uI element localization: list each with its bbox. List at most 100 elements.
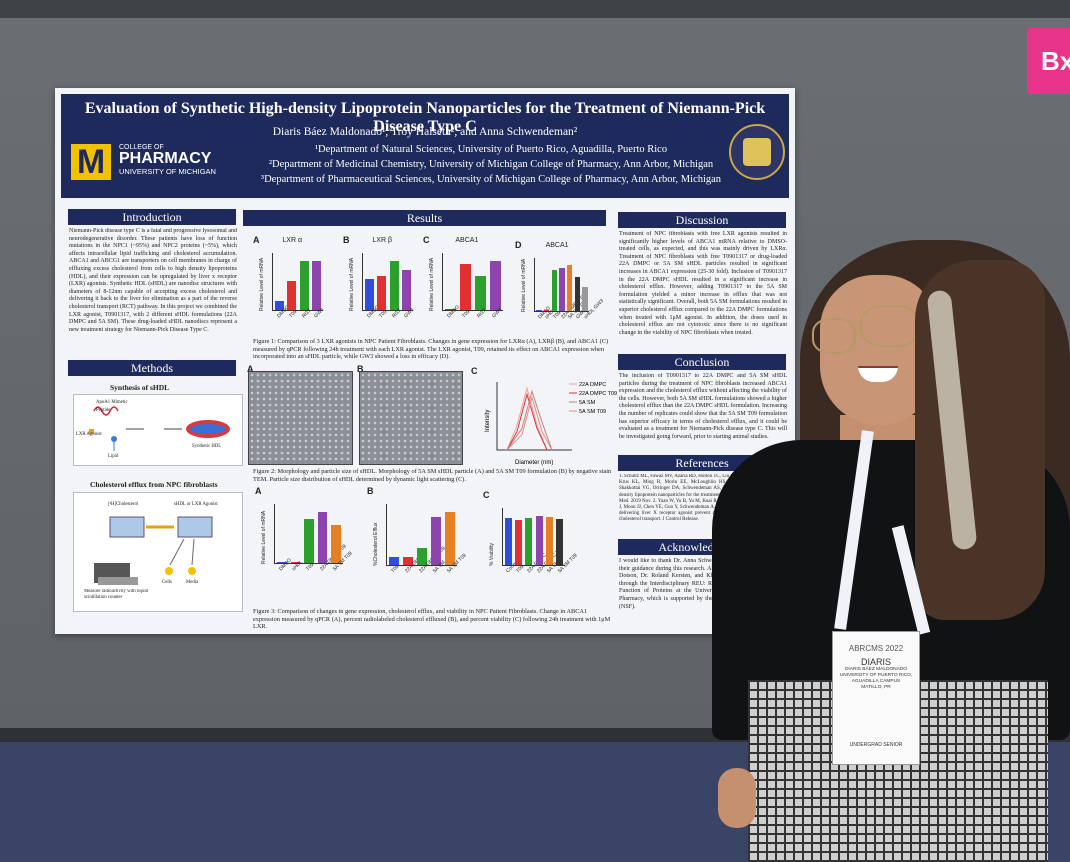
fig1-panel-a-chart: DMSO T09 RGX GW3 A LXR α Relative Level of mRN…	[253, 235, 325, 319]
dls-series-5a-sm	[506, 389, 553, 451]
bar-5a-sm-t09	[567, 265, 573, 312]
bar-t09	[514, 520, 523, 566]
bar-22a-dmpc-t09	[317, 511, 328, 564]
y-axis-label: %Cholesterol Efflux	[373, 522, 379, 566]
panel-letter: A	[255, 486, 262, 496]
bar-gw3	[574, 276, 581, 312]
lipid-label: Lipid	[108, 454, 119, 459]
figure-1-caption: Figure 1: Comparison of 3 LXR agonists i…	[253, 338, 609, 360]
chart-title: ABCA1	[455, 237, 479, 244]
bar-5a-sm	[545, 516, 554, 566]
bar-5a-sm	[431, 516, 441, 566]
bar-22a-dmpc-t09	[559, 268, 565, 312]
fig2-panel-a-letter: A	[247, 364, 254, 374]
glasses-left-lens	[812, 318, 856, 354]
x-axis	[274, 563, 343, 564]
bar-t09	[389, 557, 399, 566]
synthesis-diagram: ApoA1 Mimetic Peptide LXR Agonist Lipid …	[73, 394, 243, 466]
fig2-panel-c-letter: C	[471, 366, 478, 376]
panel-letter: A	[253, 235, 260, 245]
bar-t09	[287, 280, 297, 311]
fig2-panel-b-letter: B	[357, 364, 364, 374]
tem-image-5a-sm	[248, 371, 353, 465]
media-label: Media	[186, 580, 199, 585]
introduction-text: Niemann-Pick disease type C is a fatal a…	[69, 228, 237, 333]
y-axis	[362, 253, 363, 311]
y-axis-label: Relative Level of mRNA	[259, 257, 265, 311]
bar-rgx	[299, 260, 309, 311]
glasses-right-lens	[860, 305, 920, 347]
figure-3-caption: Figure 3: Comparison of changes in gene …	[253, 608, 611, 630]
bar-shdl-gw3	[582, 286, 588, 312]
fig1-panel-b-chart: DMSO T09 RGX GW3 B LXR β Relative Level of mRN…	[343, 235, 415, 319]
badge-institution: UNIVERSITY OF PUERTO RICO, AGUADILLA CAM…	[839, 673, 913, 684]
y-axis	[502, 508, 503, 566]
badge-location: MATILLO, PR	[861, 685, 891, 690]
bar-t09	[551, 270, 557, 312]
bar-shdl	[290, 561, 301, 564]
x-axis	[502, 565, 565, 566]
bar-22a-dmpc-t09	[535, 515, 543, 566]
scintillation-label: Measure radioactivity with liquid scinti…	[84, 589, 149, 600]
bar-dmso	[274, 300, 284, 311]
badge-full-name: DIARIS BÁEZ MALDONADO	[844, 667, 908, 672]
lxr-agonist-label: LXR Agonist	[76, 432, 102, 437]
badge-role: UNDERGRAD SENIOR	[849, 742, 903, 748]
person-hand	[718, 768, 756, 828]
panel-letter: C	[483, 490, 490, 500]
y-axis-label: Relative Level of mRNA	[521, 258, 527, 312]
person-plaid-skirt	[748, 680, 1048, 862]
name-badge: ABRCMS 2022 DIARIS DIARIS BÁEZ MALDONADO…	[832, 631, 920, 765]
tick-label-dmso: DMSO	[277, 557, 293, 573]
poster-authors: Diaris Báez Maldonado¹, Troy Halseth², a…	[272, 126, 578, 138]
chart-title: LXR α	[282, 237, 302, 244]
bar-5a-sm-t09	[445, 512, 455, 566]
synthesis-schematic	[89, 406, 230, 451]
person-smile	[858, 366, 898, 382]
pharmacy-logo-text: COLLEGE OF PHARMACY UNIVERSITY OF MICHIG…	[119, 144, 216, 176]
university-seal-icon	[729, 124, 785, 180]
efflux-diagram: [³H]Cholesterol sHDL or LXR Agonist Cell…	[73, 492, 243, 612]
bar-5a-sm-t09	[556, 518, 564, 566]
acknowledgements-text: I would like to thank Dr. Anna Schwendem…	[619, 558, 787, 610]
tem-image-5a-sm-t09	[359, 371, 463, 465]
bar-dmso	[364, 279, 374, 311]
introduction-header: Introduction	[68, 209, 236, 225]
bar-control	[504, 517, 512, 566]
badge-first-name: DIARIS	[860, 657, 891, 667]
bar-22a-dmpc-t09	[417, 548, 427, 566]
bar-t09	[304, 518, 314, 564]
affiliation-3: ³Department of Pharmaceutical Sciences, …	[260, 174, 722, 185]
y-axis	[386, 504, 387, 566]
dls-legend-entry: 22A DMPC T09	[579, 391, 617, 397]
affiliation-1: ¹Department of Natural Sciences, Univers…	[314, 144, 668, 155]
panel-letter: D	[515, 240, 522, 250]
conclusion-header: Conclusion	[618, 354, 786, 370]
x-axis	[534, 311, 589, 312]
fig1-panel-c-chart: DMSO T09 RGX GW3 C ABCA1 Relative Level of mRN…	[423, 235, 503, 319]
cells-label: Cells	[162, 580, 172, 585]
bar-rgx	[389, 260, 399, 311]
bar-22a-dmpc	[525, 517, 533, 566]
discussion-header: Discussion	[618, 212, 786, 228]
bar-gw3	[490, 260, 501, 311]
synthesis-title: Synthesis of sHDL	[110, 384, 170, 392]
shdl-agonist-label: sHDL or LXR Agonist	[174, 502, 218, 507]
bar-gw3	[402, 270, 412, 311]
panel-letter: B	[367, 486, 374, 496]
bar-22a-dmpc	[403, 557, 413, 566]
references-text: 1. Schultz ML, Fawaz MV, Azaria RD, Holl…	[619, 474, 787, 523]
bar-5a-sm-t09	[331, 525, 341, 564]
references-header: References	[618, 455, 786, 471]
y-axis	[274, 504, 275, 564]
affiliation-2: ²Department of Medicinal Chemistry, Univ…	[268, 159, 714, 170]
y-axis	[272, 253, 273, 311]
y-axis-label: Relative Level of mRNA	[349, 257, 355, 311]
x-axis	[442, 310, 503, 311]
panel-letter: C	[423, 235, 430, 245]
michigan-logo: M	[71, 144, 111, 180]
poster-header: Evaluation of Synthetic High-density Lip…	[61, 94, 789, 198]
y-axis-label: Relative Level of mRNA	[261, 510, 267, 564]
panel-letter: B	[343, 235, 350, 245]
